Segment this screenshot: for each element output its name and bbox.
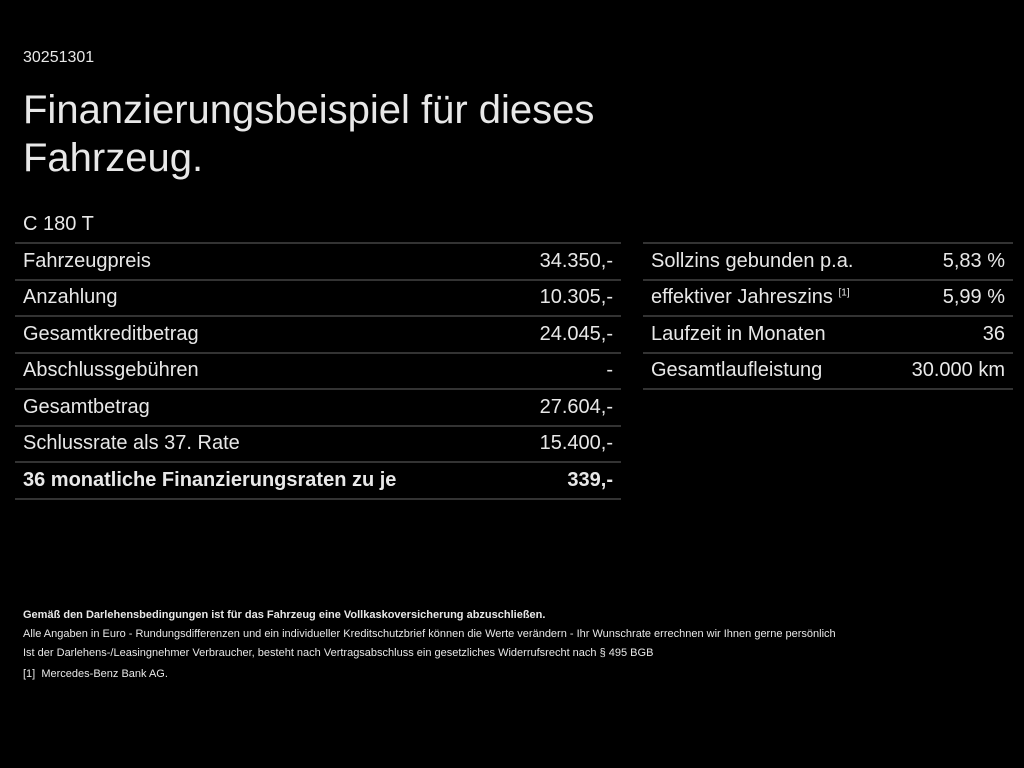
row-label: Abschlussgebühren (23, 359, 199, 382)
offer-code: 30251301 (23, 49, 95, 66)
table-row: Anzahlung 10.305,- (15, 281, 621, 317)
monthly-rate-row: 36 monatliche Finanzierungsraten zu je 33… (15, 463, 621, 500)
footnote-text: Mercedes-Benz Bank AG. (41, 668, 168, 680)
row-value: 24.045,- (539, 322, 613, 345)
row-label: Schlussrate als 37. Rate (23, 432, 240, 455)
table-row: Laufzeit in Monaten 36 (643, 317, 1013, 354)
row-value: 10.305,- (539, 286, 613, 309)
interest-table: Sollzins gebunden p.a. 5,83 % effektiver … (643, 242, 1013, 390)
row-value: 5,83 % (942, 249, 1005, 272)
page-title: Finanzierungsbeispiel für dieses Fahrzeu… (23, 88, 595, 180)
insurance-note: Gemäß den Darlehensbedingungen ist für d… (23, 609, 546, 621)
row-label: Gesamtbetrag (23, 395, 150, 418)
row-label: Laufzeit in Monaten (651, 322, 826, 345)
row-label: 36 monatliche Finanzierungsraten zu je (23, 468, 397, 491)
table-row: Gesamtbetrag 27.604,- (15, 390, 621, 427)
row-value: 5,99 % (942, 286, 1005, 309)
row-value: 30.000 km (911, 359, 1005, 382)
footnote-mark: [1] (23, 668, 36, 680)
table-row: Fahrzeugpreis 34.350,- (15, 244, 621, 281)
row-value: - (606, 359, 613, 382)
row-value: 36 (982, 322, 1005, 345)
table-row: Gesamtkreditbetrag 24.045,- (15, 317, 621, 354)
row-label-text: effektiver Jahreszins (651, 286, 833, 309)
table-row: Sollzins gebunden p.a. 5,83 % (643, 244, 1013, 281)
row-label: Fahrzeugpreis (23, 249, 151, 272)
note-line: Ist der Darlehens-/Leasingnehmer Verbrau… (23, 647, 654, 659)
table-row: Abschlussgebühren - (15, 354, 621, 390)
row-value: 339,- (567, 468, 613, 491)
row-label: Anzahlung (23, 286, 118, 309)
table-row: Gesamtlaufleistung 30.000 km (643, 354, 1013, 390)
row-label: effektiver Jahreszins [1] (651, 286, 850, 309)
legal-notes: Gemäß den Darlehensbedingungen ist für d… (23, 606, 836, 684)
financing-table: Fahrzeugpreis 34.350,- Anzahlung 10.305,- … (15, 242, 621, 500)
note-line: Alle Angaben in Euro - Rundungsdifferenz… (23, 628, 836, 640)
model-name: C 180 T (23, 213, 94, 235)
footnote-ref: [1] (838, 287, 850, 299)
row-label: Sollzins gebunden p.a. (651, 249, 854, 272)
table-row: effektiver Jahreszins [1] 5,99 % (643, 281, 1013, 317)
footnote: [1] Mercedes-Benz Bank AG. (23, 665, 836, 684)
row-value: 34.350,- (539, 249, 613, 272)
row-value: 27.604,- (539, 395, 613, 418)
row-value: 15.400,- (539, 432, 613, 455)
row-label: Gesamtlaufleistung (651, 359, 823, 382)
row-label: Gesamtkreditbetrag (23, 322, 199, 345)
table-row: Schlussrate als 37. Rate 15.400,- (15, 427, 621, 463)
